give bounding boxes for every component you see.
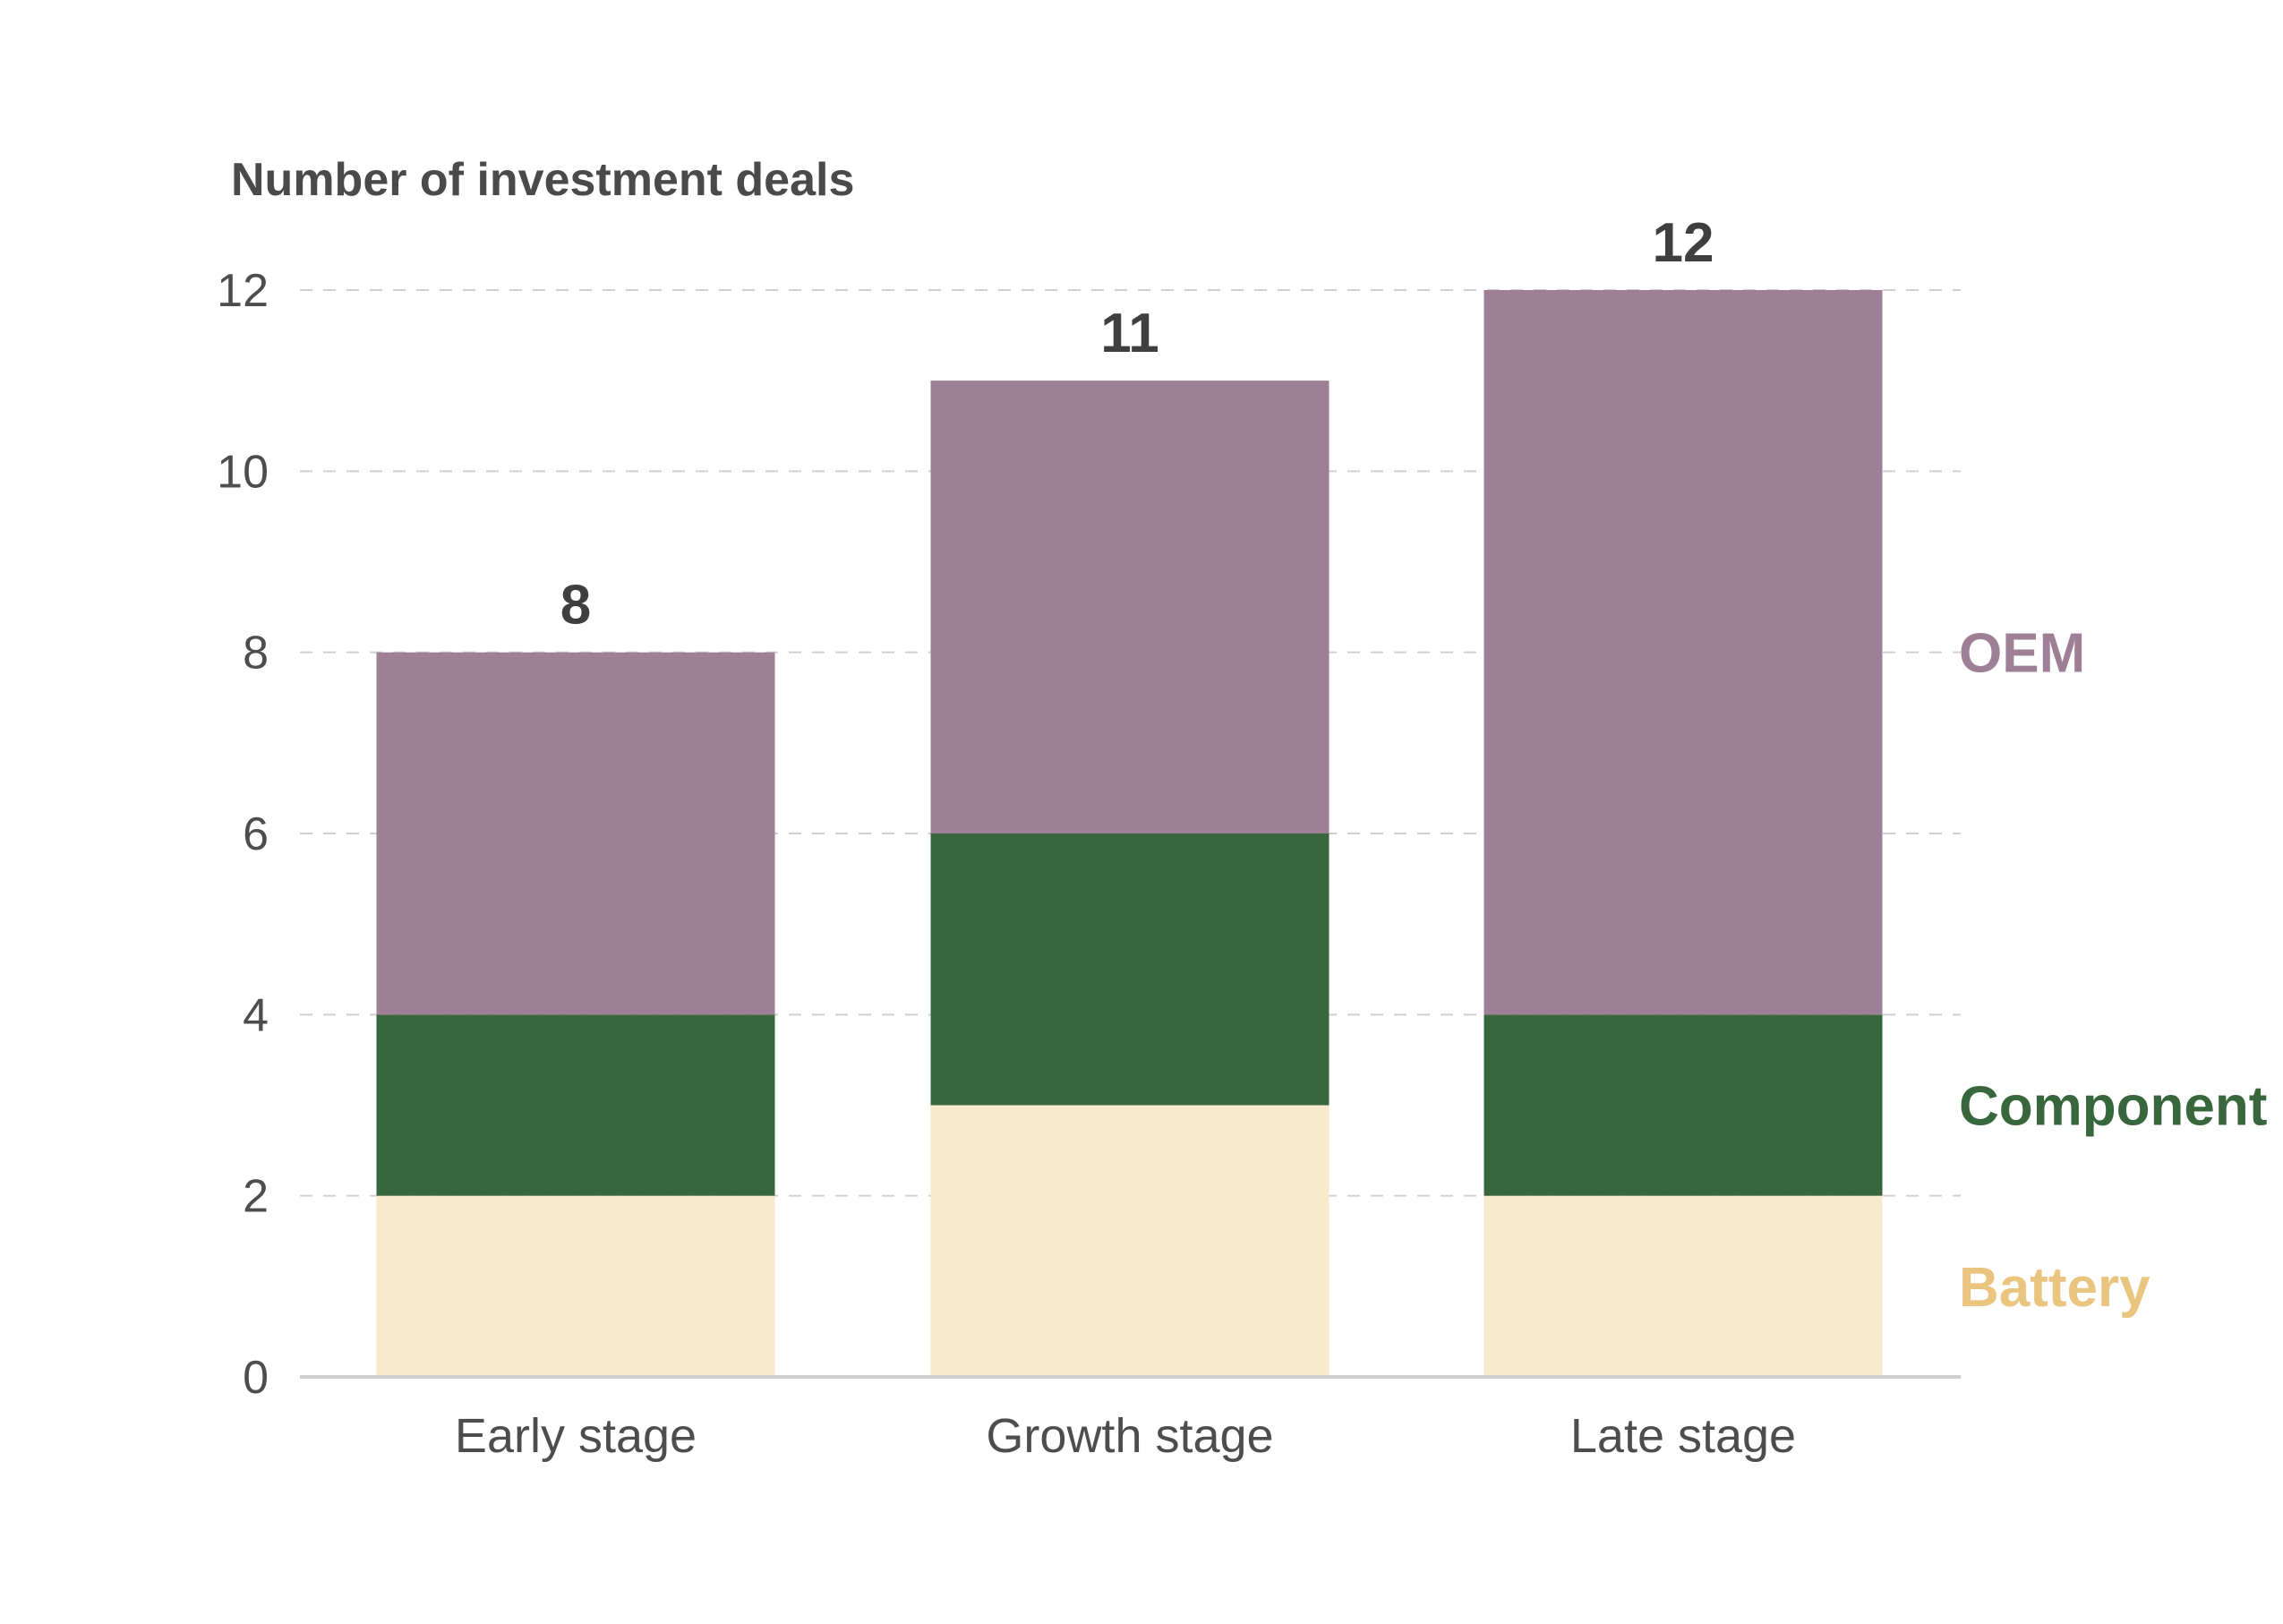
y-tick-label: 8: [243, 628, 269, 680]
legend-label-oem: OEM: [1959, 623, 2085, 685]
y-tick-label: 12: [217, 265, 269, 317]
bar-segment-component: [1484, 1014, 1883, 1196]
bar-segment-oem: [376, 652, 775, 1015]
bars-group: 8 11 12: [376, 212, 1883, 1377]
x-tick-label: Early stage: [455, 1409, 697, 1463]
bar-segment-oem: [1484, 290, 1883, 1015]
y-tick-label: 0: [243, 1352, 269, 1404]
bar-segment-oem: [930, 380, 1330, 833]
bar-segment-component: [376, 1014, 775, 1196]
legend-label-component: Component: [1959, 1076, 2267, 1138]
legend-label-battery: Battery: [1959, 1257, 2150, 1319]
bar-segment-battery: [376, 1195, 775, 1377]
legend-group: Battery Component OEM: [1959, 623, 2267, 1319]
bar-segment-battery: [1484, 1195, 1883, 1377]
x-tick-label: Late stage: [1570, 1409, 1796, 1463]
y-tick-label: 10: [217, 446, 269, 498]
bar-segment-battery: [930, 1105, 1330, 1377]
x-tick-label: Growth stage: [986, 1409, 1273, 1463]
y-tick-label: 6: [243, 808, 269, 860]
bar-total-label: 8: [560, 575, 591, 637]
y-tick-label: 2: [243, 1171, 269, 1223]
y-tick-label: 4: [243, 989, 269, 1041]
y-axis-title: Number of investment deals: [231, 154, 854, 206]
bar-total-label: 11: [1100, 303, 1159, 364]
bar-segment-component: [930, 833, 1330, 1106]
axis-group: 0 2 4 6 8 10 12 Early stage Growth stage Late sta…: [217, 265, 1961, 1463]
bar-total-label: 12: [1653, 212, 1714, 274]
